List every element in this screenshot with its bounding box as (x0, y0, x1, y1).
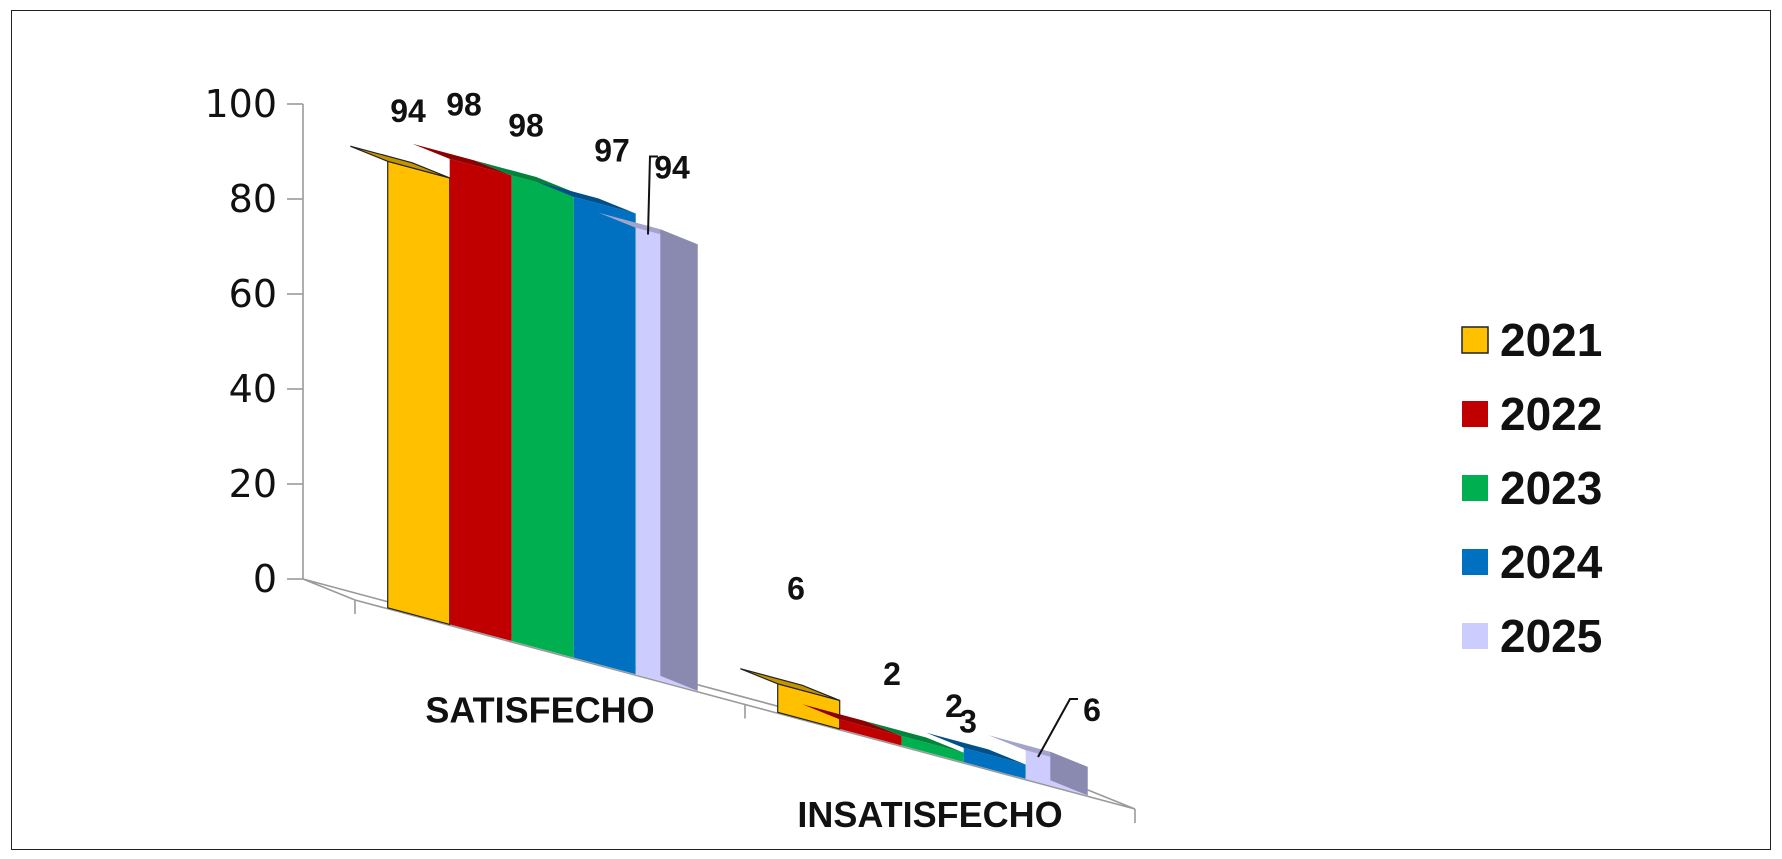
bar-top-face (474, 160, 574, 193)
bar-top-face (864, 720, 964, 753)
data-label-2022-insatisfecho: 2 (883, 656, 901, 692)
data-label-2024-insatisfecho: 3 (959, 704, 977, 740)
bar-2025-insatisfecho (988, 735, 1088, 796)
bar-2023-satisfecho (474, 160, 574, 658)
legend-item-2025: 2025 (1462, 610, 1602, 662)
y-tick-label: 20 (229, 462, 277, 506)
legend-item-2023: 2023 (1462, 462, 1602, 514)
legend-swatch (1461, 326, 1489, 354)
bar-2021-insatisfecho (740, 668, 841, 730)
legend-label: 2021 (1500, 314, 1602, 366)
bar-front-face (573, 196, 636, 675)
data-label-2025-satisfecho: 94 (654, 149, 690, 185)
bar-2022-satisfecho (412, 143, 512, 641)
y-tick-label: 100 (204, 82, 277, 126)
bar-top-face (412, 143, 512, 176)
bar-2021-satisfecho (350, 145, 451, 626)
bar-top-face (350, 145, 450, 179)
data-label-2023-insatisfecho: 2 (945, 688, 963, 724)
category-label: SATISFECHO (425, 689, 654, 730)
data-label-2023-satisfecho: 98 (508, 107, 544, 143)
data-label-2021-satisfecho: 94 (390, 93, 426, 129)
bar-side-face (660, 229, 698, 691)
bar-2022-insatisfecho (802, 704, 902, 746)
legend-swatch (1462, 549, 1488, 575)
y-tick-label: 40 (229, 367, 277, 411)
legend-item-2021: 2021 (1461, 314, 1602, 366)
legend: 2021 2022 2023 2024 2025 (1461, 314, 1603, 662)
bar-top-face (802, 704, 902, 736)
bar-side-face (1050, 751, 1088, 796)
bar-top-face (740, 668, 840, 701)
data-label-2022-satisfecho: 98 (446, 87, 482, 123)
bar-top-face (926, 732, 1026, 765)
data-label-2025-insatisfecho: 6 (1083, 692, 1101, 728)
bar-front-face (511, 175, 574, 658)
y-tick-label: 0 (253, 557, 277, 601)
y-tick-label: 60 (229, 272, 277, 316)
legend-item-2022: 2022 (1462, 388, 1602, 440)
legend-label: 2022 (1500, 388, 1602, 440)
data-label-2024-satisfecho: 97 (594, 133, 630, 169)
legend-swatch (1462, 475, 1488, 501)
bar-front-face (839, 719, 902, 746)
bar-front-face (387, 160, 451, 626)
y-tick-label: 80 (229, 177, 277, 221)
bar-2024-insatisfecho (926, 732, 1026, 779)
axes: 0 20 40 60 80 100 SATISFECHO INSATISFECHO (204, 82, 1136, 835)
data-label-2021-insatisfecho: 6 (787, 571, 805, 607)
data-label-leader (1037, 698, 1078, 758)
legend-swatch (1462, 401, 1488, 427)
legend-label: 2025 (1500, 610, 1602, 662)
data-label-leader (647, 155, 658, 235)
bars (350, 143, 1088, 796)
bar-front-face (963, 747, 1026, 779)
legend-label: 2023 (1500, 462, 1602, 514)
bar-top-face (536, 181, 636, 214)
legend-label: 2024 (1500, 536, 1603, 588)
legend-swatch (1462, 623, 1488, 649)
bar-front-face (449, 158, 512, 641)
legend-item-2024: 2024 (1462, 536, 1603, 588)
category-label: INSATISFECHO (797, 794, 1062, 835)
chart-frame (11, 10, 1771, 850)
bar-2024-satisfecho (536, 181, 636, 675)
bar-front-face (901, 736, 964, 763)
bar-2023-insatisfecho (864, 720, 964, 763)
